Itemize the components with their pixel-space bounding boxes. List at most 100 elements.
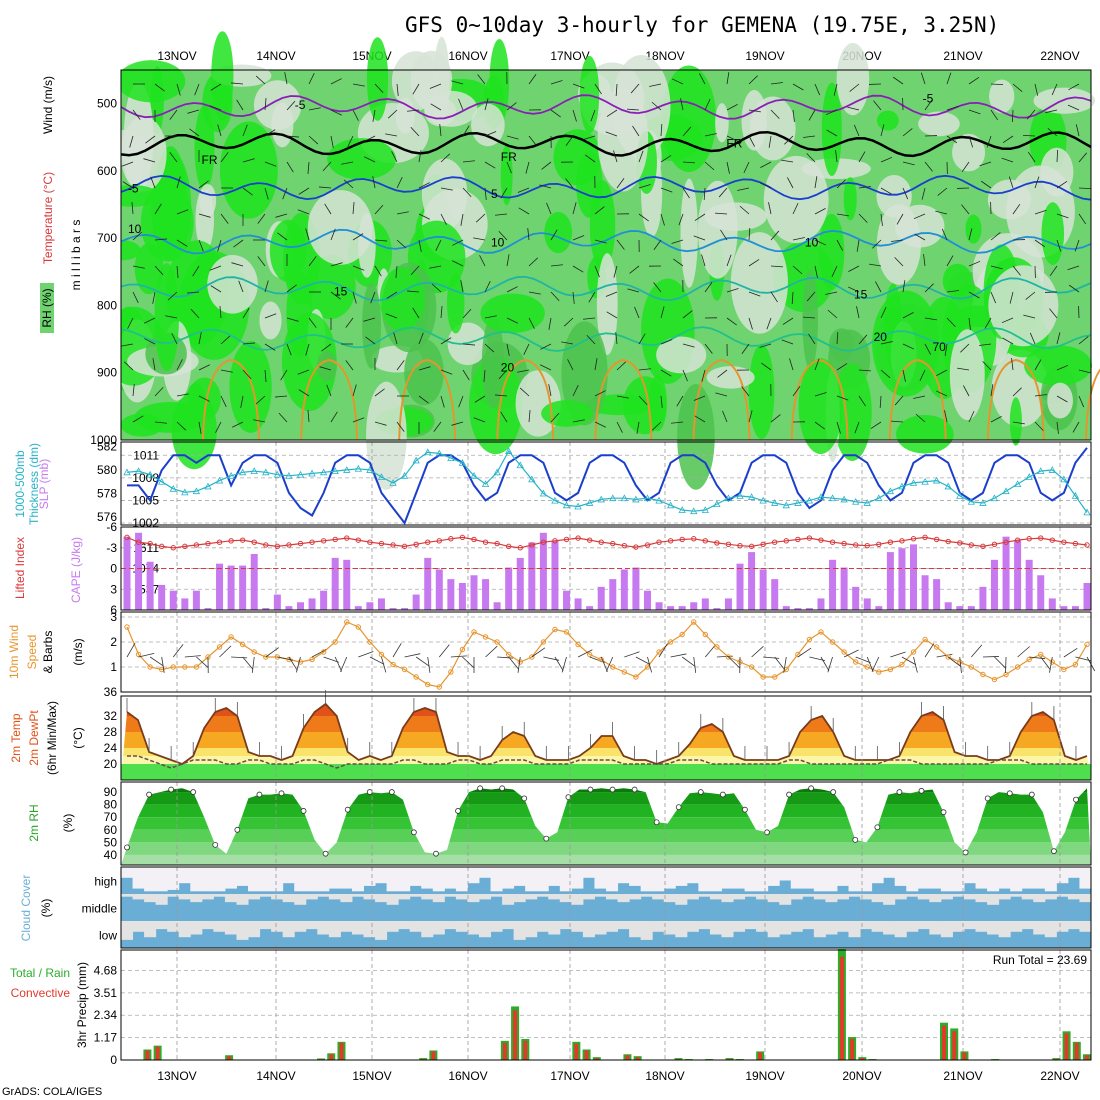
wind-barb [152, 291, 156, 304]
wind-barb [923, 254, 926, 267]
wind-barb [870, 421, 882, 429]
lifted-index-point [621, 542, 628, 549]
cape-bar [354, 606, 362, 610]
rh-patch [134, 243, 164, 295]
precip-conv-bar [431, 1051, 436, 1060]
cloud-gap [836, 894, 849, 900]
wind-barb [808, 109, 816, 121]
wind-barb [849, 83, 860, 92]
wind-barb [176, 421, 187, 431]
wind-barb [826, 129, 838, 137]
cloud-row-label: middle [82, 902, 118, 916]
lifted-index-line [126, 536, 1088, 549]
lifted-index-point [517, 545, 523, 551]
wind-barb [154, 203, 162, 215]
cape-bar [169, 590, 177, 610]
wind-barb-10m [959, 656, 962, 673]
wind-barb-10m [265, 647, 279, 658]
wind-barb [856, 239, 860, 252]
cloud-gap [952, 867, 965, 892]
cape-bar [493, 602, 501, 610]
wind-speed-point [829, 639, 836, 645]
wind-barb [1075, 124, 1080, 137]
wind-barb [704, 343, 713, 354]
cloud-gap [686, 921, 699, 932]
wind-barb [638, 150, 644, 163]
rh2m-point [896, 789, 903, 795]
wind-barb [814, 265, 818, 278]
wind-barb [308, 107, 321, 111]
pressure-tick-label: 1000 [90, 433, 117, 447]
cloud-gap [1067, 894, 1080, 900]
rh-patch [876, 110, 899, 131]
thickness-point [377, 473, 386, 480]
rh-patch [481, 316, 505, 409]
rh2m-point [388, 789, 395, 795]
cloud-gap [513, 921, 526, 940]
wind-speed-point [378, 651, 385, 658]
cloud-gap [917, 921, 930, 930]
cloud-gap [571, 921, 584, 932]
thickness-point [296, 470, 305, 478]
cape-axis-label: CAPE (J/kg) [69, 537, 83, 603]
cloud-gap [883, 894, 896, 905]
cloud-gap [894, 921, 907, 938]
rh-patch [872, 290, 940, 397]
wind-speed-point [1038, 651, 1044, 658]
wind-barb [145, 135, 156, 144]
wind-barb [506, 102, 517, 111]
wind-barb [220, 395, 227, 407]
wind-barb [814, 239, 827, 246]
wind-barb [242, 158, 255, 163]
cloud-gap [490, 894, 503, 897]
wind-speed-point [239, 641, 246, 648]
slp-tick-label: 1002 [132, 516, 159, 530]
wind-barb [808, 333, 816, 345]
wind-barb [144, 317, 156, 324]
wind-barb [527, 228, 530, 241]
wind-barb [894, 395, 904, 406]
wind-speed-point [806, 636, 813, 643]
wind-barb [615, 332, 618, 345]
cloud-gap [132, 867, 145, 889]
cloud-gap [236, 921, 249, 940]
cape-bar [227, 565, 235, 610]
wind-barb [715, 212, 728, 215]
rh2m-point [521, 795, 528, 802]
wind-barb [914, 233, 926, 241]
cloud-gap [340, 921, 353, 932]
precip-conv-bar [962, 1052, 967, 1060]
cloud-gap [1079, 867, 1092, 889]
warm-layer-contour [594, 358, 653, 441]
contour-label: 10 [128, 222, 142, 236]
wind-barb [194, 83, 200, 96]
thickness-point [562, 501, 571, 509]
wind-barb [638, 368, 651, 371]
cloud-gap [906, 894, 919, 897]
rh2m-point [631, 786, 638, 793]
cape-bar [551, 540, 559, 610]
cloud-gap [236, 867, 249, 886]
wind-barb [418, 395, 429, 404]
wind-barb [814, 421, 825, 430]
rh-patch [988, 265, 1059, 347]
contour-label: -5 [128, 181, 139, 195]
wind-barb [1047, 127, 1058, 137]
contour-label: 10 [491, 235, 505, 249]
wind-barb [462, 125, 470, 137]
thickness-point [794, 499, 802, 506]
pressure-tick-label: 500 [97, 97, 117, 111]
wind-barb [836, 395, 849, 401]
wind-speed-point [818, 629, 824, 635]
wind-barb [255, 395, 266, 405]
cloud-gap [248, 921, 261, 938]
wind-barb [418, 366, 431, 371]
wind-barb [440, 187, 453, 191]
cloud-gap [536, 894, 549, 897]
wind-barb [429, 83, 442, 89]
cape-bar [690, 602, 698, 610]
precip-conv-bar [839, 956, 844, 1060]
cloud-gap [709, 921, 722, 935]
wind-barb-10m [323, 656, 339, 663]
rh2m-point [190, 789, 197, 795]
